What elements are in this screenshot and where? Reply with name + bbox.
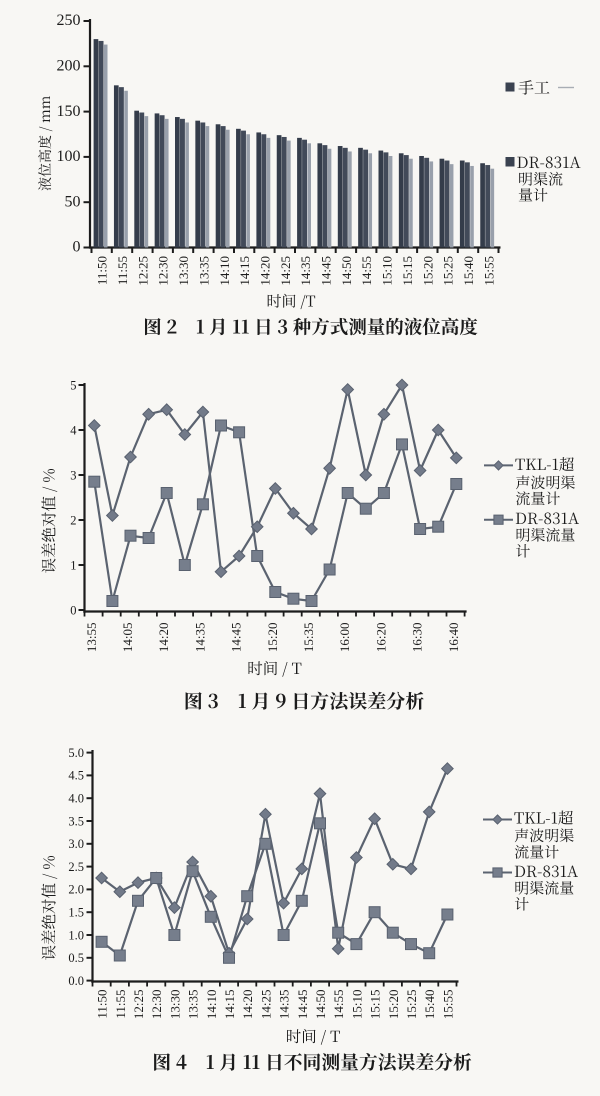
svg-text:11:55: 11:55 [113,990,128,1019]
svg-text:14:50: 14:50 [313,990,328,1020]
svg-text:14:55: 14:55 [359,256,374,286]
svg-text:14:35: 14:35 [298,256,313,286]
svg-text:14:45: 14:45 [319,256,334,286]
svg-text:14:45: 14:45 [295,990,310,1020]
svg-text:12:25: 12:25 [131,990,146,1020]
svg-text:3.0: 3.0 [68,837,84,851]
svg-text:0: 0 [73,239,81,256]
svg-text:3: 3 [70,468,76,482]
svg-text:14:20: 14:20 [240,990,255,1020]
svg-text:15:10: 15:10 [380,256,395,286]
svg-text:4.0: 4.0 [68,792,84,806]
svg-text:14:05: 14:05 [120,623,135,653]
svg-text:1: 1 [70,558,76,572]
svg-text:2.5: 2.5 [68,860,84,874]
svg-text:15:20: 15:20 [420,256,435,286]
svg-text:4: 4 [70,423,77,437]
svg-text:16:20: 16:20 [373,623,388,653]
svg-text:14:25: 14:25 [258,990,273,1020]
svg-text:13:35: 13:35 [196,256,211,286]
svg-text:16:00: 16:00 [337,623,352,653]
svg-text:15:55: 15:55 [481,256,496,286]
svg-text:50: 50 [65,193,81,210]
svg-text:0: 0 [70,603,76,617]
svg-text:0.0: 0.0 [68,974,84,988]
svg-text:14:20: 14:20 [258,256,273,286]
svg-text:14:10: 14:10 [217,256,232,286]
svg-text:15:55: 15:55 [440,990,455,1020]
svg-text:12:25: 12:25 [135,256,150,286]
svg-text:15:40: 15:40 [422,990,437,1020]
svg-text:14:55: 14:55 [331,990,346,1020]
svg-text:15:25: 15:25 [441,256,456,286]
svg-text:200: 200 [57,58,81,75]
svg-text:13:35: 13:35 [186,990,201,1020]
svg-text:13:30: 13:30 [167,990,182,1020]
svg-text:12:30: 12:30 [149,990,164,1020]
svg-text:14:15: 14:15 [237,256,252,286]
svg-text:1.0: 1.0 [68,928,84,942]
svg-text:15:15: 15:15 [400,256,415,286]
svg-text:14:10: 14:10 [204,990,219,1020]
svg-text:16:30: 16:30 [410,623,425,653]
svg-text:15:35: 15:35 [301,623,316,653]
svg-text:150: 150 [57,103,81,120]
svg-text:15:25: 15:25 [404,990,419,1020]
svg-text:250: 250 [57,12,81,29]
svg-text:14:15: 14:15 [222,990,237,1020]
svg-text:14:45: 14:45 [229,623,244,653]
svg-text:2.0: 2.0 [68,883,84,897]
svg-text:13:30: 13:30 [176,256,191,286]
svg-text:13:55: 13:55 [84,623,99,653]
svg-text:11:55: 11:55 [115,256,130,285]
svg-text:14:35: 14:35 [277,990,292,1020]
svg-text:15:20: 15:20 [265,623,280,653]
svg-text:11:50: 11:50 [95,256,110,285]
svg-text:3.5: 3.5 [68,814,84,828]
svg-text:14:35: 14:35 [192,623,207,653]
svg-text:100: 100 [57,148,81,165]
svg-text:12:30: 12:30 [156,256,171,286]
svg-text:14:50: 14:50 [339,256,354,286]
svg-text:14:20: 14:20 [156,623,171,653]
svg-text:5.0: 5.0 [68,746,84,760]
svg-text:1.5: 1.5 [68,906,84,920]
svg-text:15:20: 15:20 [386,990,401,1020]
svg-text:15:10: 15:10 [349,990,364,1020]
svg-text:15:40: 15:40 [461,256,476,286]
svg-text:0.5: 0.5 [68,951,84,965]
svg-text:14:25: 14:25 [278,256,293,286]
svg-text:16:40: 16:40 [446,623,461,653]
svg-text:15:15: 15:15 [368,990,383,1020]
svg-text:5: 5 [70,378,76,392]
svg-text:11:50: 11:50 [95,990,110,1019]
svg-text:4.5: 4.5 [68,769,84,783]
svg-text:2: 2 [70,513,76,527]
